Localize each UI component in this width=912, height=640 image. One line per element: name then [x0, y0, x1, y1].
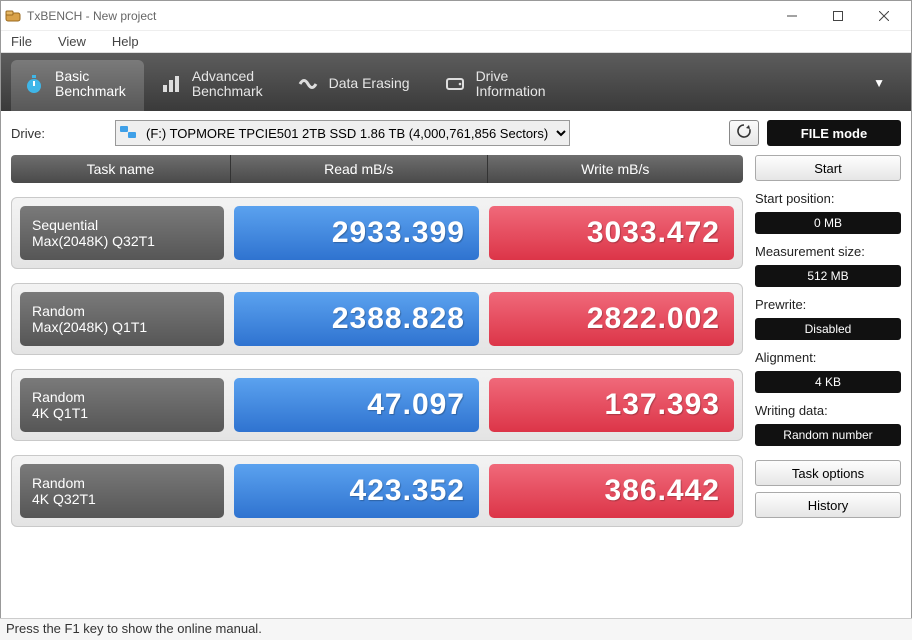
task-options-button[interactable]: Task options: [755, 460, 901, 486]
drive-icon: [444, 73, 466, 95]
task-name-cell: Random 4K Q32T1: [20, 464, 224, 518]
minimize-button[interactable]: [769, 1, 815, 31]
task-name-cell: Random Max(2048K) Q1T1: [20, 292, 224, 346]
file-mode-button[interactable]: FILE mode: [767, 120, 901, 146]
status-bar: Press the F1 key to show the online manu…: [0, 618, 912, 640]
writing-data-label: Writing data:: [755, 403, 901, 418]
task-line2: 4K Q32T1: [32, 491, 212, 507]
main-area: Task name Read mB/s Write mB/s Sequentia…: [1, 155, 911, 549]
col-task: Task name: [11, 155, 231, 183]
task-line2: 4K Q1T1: [32, 405, 212, 421]
side-panel: Start Start position: 0 MB Measurement s…: [755, 155, 901, 541]
tabs-overflow-chevron[interactable]: ▼: [873, 76, 901, 96]
alignment-label: Alignment:: [755, 350, 901, 365]
task-line1: Random: [32, 475, 212, 491]
tab-label: Drive: [476, 69, 546, 84]
tab-label: Data Erasing: [329, 76, 410, 91]
bench-row: Random Max(2048K) Q1T1 2388.828 2822.002: [11, 283, 743, 355]
read-value: 2933.399: [234, 206, 479, 260]
task-line2: Max(2048K) Q32T1: [32, 233, 212, 249]
window-title: TxBENCH - New project: [27, 9, 156, 23]
refresh-button[interactable]: [729, 120, 759, 146]
close-button[interactable]: [861, 1, 907, 31]
drive-select[interactable]: (F:) TOPMORE TPCIE501 2TB SSD 1.86 TB (4…: [115, 120, 570, 146]
write-value: 3033.472: [489, 206, 734, 260]
start-button[interactable]: Start: [755, 155, 901, 181]
tab-label: Benchmark: [55, 84, 126, 99]
col-write: Write mB/s: [488, 155, 744, 183]
tab-label: Information: [476, 84, 546, 99]
bench-row: Random 4K Q1T1 47.097 137.393: [11, 369, 743, 441]
bar-chart-icon: [160, 73, 182, 95]
task-name-cell: Random 4K Q1T1: [20, 378, 224, 432]
menubar: File View Help: [1, 31, 911, 53]
column-header: Task name Read mB/s Write mB/s: [11, 155, 743, 183]
menu-view[interactable]: View: [54, 32, 90, 51]
task-name-cell: Sequential Max(2048K) Q32T1: [20, 206, 224, 260]
tab-drive-information[interactable]: Drive Information: [432, 60, 564, 111]
col-read: Read mB/s: [231, 155, 488, 183]
tab-label: Benchmark: [192, 84, 263, 99]
task-line1: Random: [32, 303, 212, 319]
prewrite-label: Prewrite:: [755, 297, 901, 312]
writing-data-value[interactable]: Random number: [755, 424, 901, 446]
measurement-size-value[interactable]: 512 MB: [755, 265, 901, 287]
results-pane: Task name Read mB/s Write mB/s Sequentia…: [11, 155, 743, 541]
task-line2: Max(2048K) Q1T1: [32, 319, 212, 335]
start-position-value[interactable]: 0 MB: [755, 212, 901, 234]
bench-row: Random 4K Q32T1 423.352 386.442: [11, 455, 743, 527]
history-button[interactable]: History: [755, 492, 901, 518]
menu-file[interactable]: File: [7, 32, 36, 51]
task-line1: Random: [32, 389, 212, 405]
titlebar: TxBENCH - New project: [1, 1, 911, 31]
tab-label: Advanced: [192, 69, 263, 84]
prewrite-value[interactable]: Disabled: [755, 318, 901, 340]
read-value: 47.097: [234, 378, 479, 432]
alignment-value[interactable]: 4 KB: [755, 371, 901, 393]
erase-icon: [297, 73, 319, 95]
write-value: 137.393: [489, 378, 734, 432]
drive-devices-icon: [119, 123, 137, 141]
read-value: 2388.828: [234, 292, 479, 346]
drive-label: Drive:: [11, 126, 103, 141]
read-value: 423.352: [234, 464, 479, 518]
measurement-size-label: Measurement size:: [755, 244, 901, 259]
stopwatch-icon: [23, 73, 45, 95]
write-value: 386.442: [489, 464, 734, 518]
start-position-label: Start position:: [755, 191, 901, 206]
refresh-icon: [736, 123, 752, 143]
tab-basic-benchmark[interactable]: Basic Benchmark: [11, 60, 144, 111]
task-line1: Sequential: [32, 217, 212, 233]
bench-row: Sequential Max(2048K) Q32T1 2933.399 303…: [11, 197, 743, 269]
write-value: 2822.002: [489, 292, 734, 346]
app-icon: [5, 8, 21, 24]
menu-help[interactable]: Help: [108, 32, 143, 51]
status-text: Press the F1 key to show the online manu…: [6, 621, 262, 636]
tab-data-erasing[interactable]: Data Erasing: [285, 60, 428, 111]
maximize-button[interactable]: [815, 1, 861, 31]
tab-advanced-benchmark[interactable]: Advanced Benchmark: [148, 60, 281, 111]
tab-label: Basic: [55, 69, 126, 84]
drive-bar: Drive: (F:) TOPMORE TPCIE501 2TB SSD 1.8…: [1, 111, 911, 155]
tabs-ribbon: Basic Benchmark Advanced Benchmark Data …: [1, 53, 911, 111]
